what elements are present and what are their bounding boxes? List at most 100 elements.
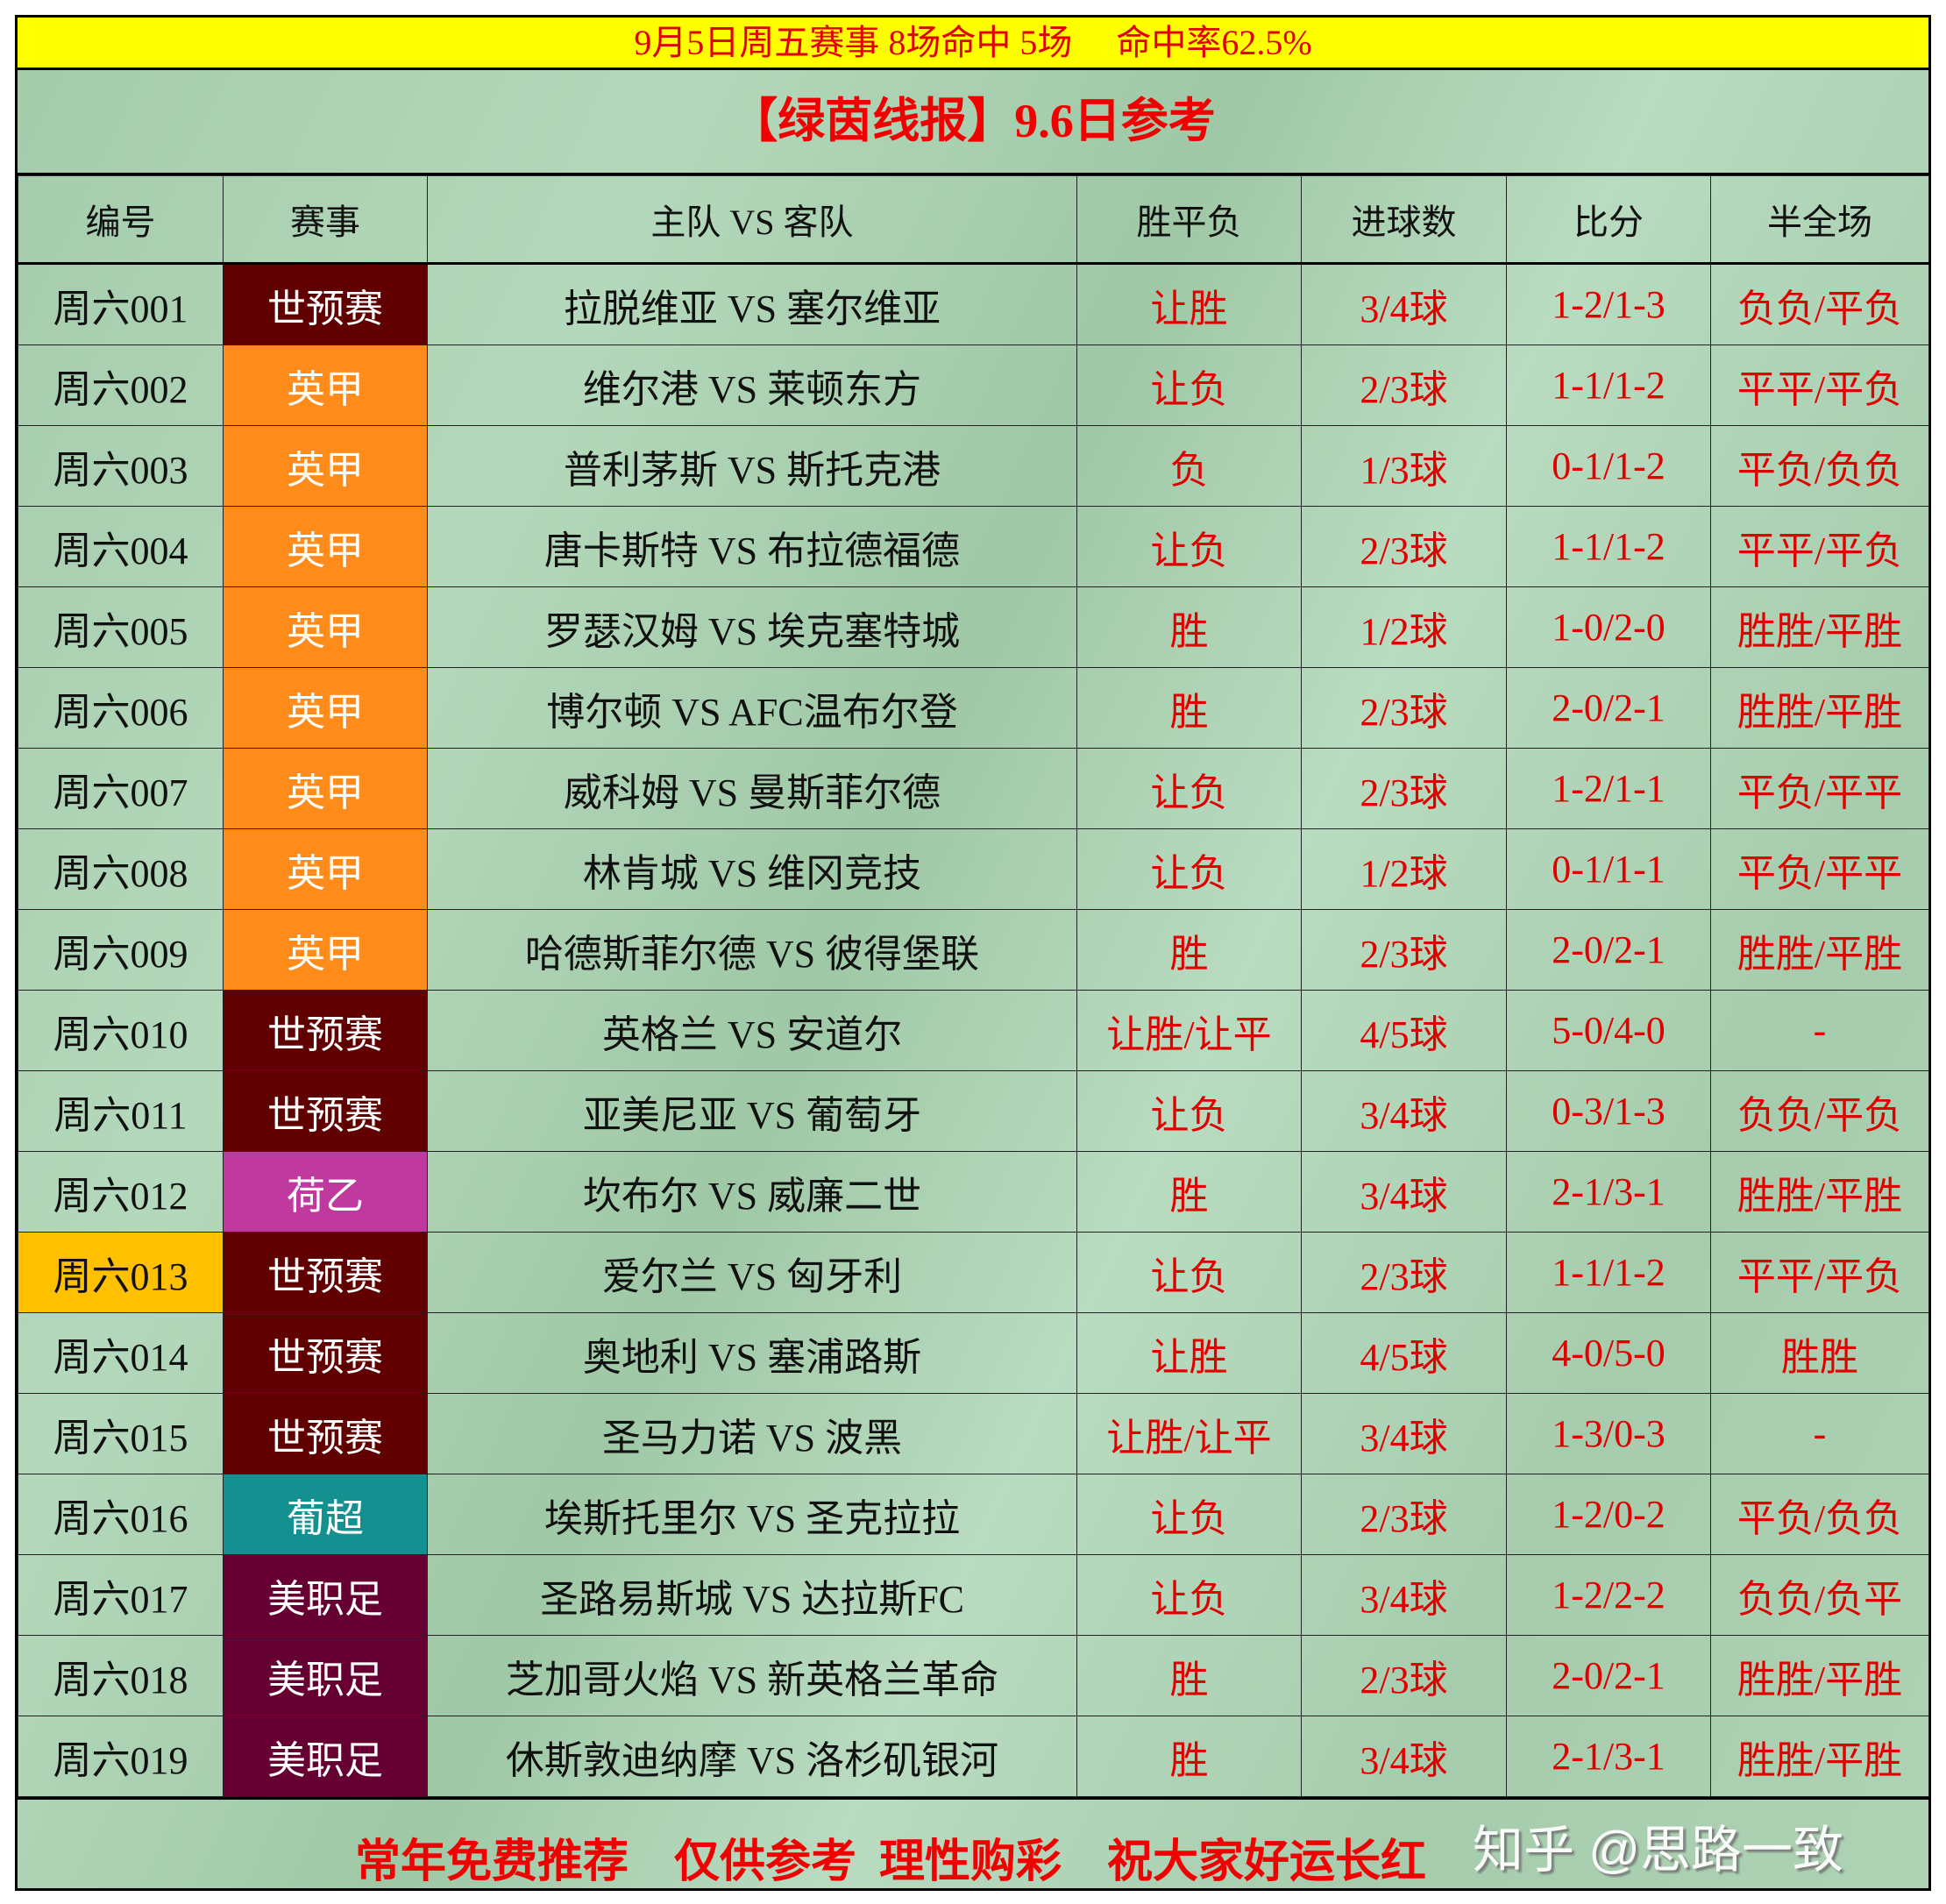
row-id: 周六012: [18, 1151, 224, 1233]
header-htft: 半全场: [1710, 175, 1929, 265]
header-row: 编号 赛事 主队 VS 客队 胜平负 进球数 比分 半全场: [18, 175, 1929, 265]
htft-cell: 胜胜: [1710, 1312, 1929, 1394]
table-row: 周六012 荷乙 坎布尔 VS 威廉二世胜 3/4球 2-1/3-1 胜胜/平胜: [18, 1151, 1929, 1233]
page-title: 【绿茵线报】9.6日参考: [18, 70, 1928, 175]
row-id: 周六014: [18, 1312, 224, 1394]
league-cell: 美职足: [223, 1635, 428, 1716]
htft-cell: 负负/负平: [1710, 1554, 1929, 1636]
row-id: 周六011: [18, 1070, 224, 1152]
score-cell: 1-3/0-3: [1506, 1393, 1711, 1474]
row-id: 周六008: [18, 828, 224, 910]
match-cell: 坎布尔 VS 威廉二世: [427, 1151, 1077, 1233]
score-cell: 1-2/0-2: [1506, 1474, 1711, 1555]
league-cell: 英甲: [223, 345, 428, 426]
goals-cell: 3/4球: [1301, 263, 1507, 345]
match-cell: 爱尔兰 VS 匈牙利: [427, 1232, 1077, 1313]
match-cell: 博尔顿 VS AFC温布尔登: [427, 667, 1077, 749]
htft-cell: -: [1710, 990, 1929, 1071]
league-cell: 英甲: [223, 828, 428, 910]
league-cell: 英甲: [223, 748, 428, 829]
htft-cell: 胜胜/平胜: [1710, 1716, 1929, 1797]
htft-cell: 胜胜/平胜: [1710, 667, 1929, 749]
score-cell: 1-2/1-3: [1506, 263, 1711, 345]
match-cell: 亚美尼亚 VS 葡萄牙: [427, 1070, 1077, 1152]
score-cell: 1-2/2-2: [1506, 1554, 1711, 1636]
table-row: 周六018 美职足 芝加哥火焰 VS 新英格兰革命胜 2/3球 2-0/2-1 胜胜/平胜: [18, 1635, 1929, 1716]
league-cell: 美职足: [223, 1554, 428, 1636]
league-cell: 世预赛: [223, 1312, 428, 1394]
goals-cell: 4/5球: [1301, 1312, 1507, 1394]
score-cell: 2-1/3-1: [1506, 1151, 1711, 1233]
result-cell: 胜: [1076, 1151, 1302, 1233]
score-cell: 1-0/2-0: [1506, 586, 1711, 668]
league-cell: 世预赛: [223, 990, 428, 1071]
result-cell: 让负: [1076, 1554, 1302, 1636]
table-row: 周六007 英甲 威科姆 VS 曼斯菲尔德 让负 2/3球 1-2/1-1 平负/平平: [18, 748, 1929, 829]
result-cell: 让胜/让平: [1076, 1393, 1302, 1474]
table-row: 周六013 世预赛 爱尔兰 VS 匈牙利 让负 2/3球 1-1/1-2 平平/平负: [18, 1232, 1929, 1313]
result-cell: 让负: [1076, 748, 1302, 829]
htft-cell: 平负/负负: [1710, 1474, 1929, 1555]
match-cell: 林肯城 VS 维冈竞技: [427, 828, 1077, 910]
match-table: 编号 赛事 主队 VS 客队 胜平负 进球数 比分 半全场 周六001 世预赛 拉脱…: [18, 175, 1929, 1797]
htft-cell: -: [1710, 1393, 1929, 1474]
match-cell: 英格兰 VS 安道尔: [427, 990, 1077, 1071]
row-id: 周六015: [18, 1393, 224, 1474]
table-row: 周六001 世预赛 拉脱维亚 VS 塞尔维亚 让胜 3/4球 1-2/1-3 负负/平负: [18, 263, 1929, 345]
result-cell: 让负: [1076, 1232, 1302, 1313]
table-row: 周六002 英甲 维尔港 VS 莱顿东方 让负 2/3球 1-1/1-2 平平/平负: [18, 345, 1929, 426]
htft-cell: 负负/平负: [1710, 263, 1929, 345]
row-id: 周六002: [18, 345, 224, 426]
league-cell: 英甲: [223, 425, 428, 507]
table-row: 周六009 英甲 哈德斯菲尔德 VS 彼得堡联胜 2/3球 2-0/2-1 胜胜/平胜: [18, 909, 1929, 991]
score-cell: 0-3/1-3: [1506, 1070, 1711, 1152]
goals-cell: 3/4球: [1301, 1554, 1507, 1636]
league-cell: 英甲: [223, 586, 428, 668]
match-cell: 圣路易斯城 VS 达拉斯FC: [427, 1554, 1077, 1636]
league-cell: 世预赛: [223, 1232, 428, 1313]
score-cell: 2-1/3-1: [1506, 1716, 1711, 1797]
row-id: 周六013: [18, 1232, 224, 1313]
htft-cell: 平负/负负: [1710, 425, 1929, 507]
league-cell: 英甲: [223, 506, 428, 587]
footer: 常年免费推荐 仅供参考 理性购彩 祝大家好运长红 知乎 @思路一致: [18, 1797, 1928, 1888]
table-row: 周六008 英甲 林肯城 VS 维冈竞技 让负 1/2球 0-1/1-1 平负/平平: [18, 828, 1929, 910]
score-cell: 4-0/5-0: [1506, 1312, 1711, 1394]
summary-banner: 9月5日周五赛事 8场命中 5场 命中率62.5%: [18, 18, 1928, 70]
match-cell: 维尔港 VS 莱顿东方: [427, 345, 1077, 426]
table-row: 周六019 美职足 休斯敦迪纳摩 VS 洛杉矶银河胜 3/4球 2-1/3-1 胜胜/平胜: [18, 1716, 1929, 1797]
htft-cell: 平平/平负: [1710, 506, 1929, 587]
score-cell: 5-0/4-0: [1506, 990, 1711, 1071]
league-cell: 英甲: [223, 909, 428, 991]
table-row: 周六004 英甲 唐卡斯特 VS 布拉德福德 让负 2/3球 1-1/1-2 平平/平负: [18, 506, 1929, 587]
goals-cell: 2/3球: [1301, 748, 1507, 829]
match-cell: 休斯敦迪纳摩 VS 洛杉矶银河: [427, 1716, 1077, 1797]
goals-cell: 3/4球: [1301, 1393, 1507, 1474]
header-result: 胜平负: [1076, 175, 1302, 265]
score-cell: 0-1/1-2: [1506, 425, 1711, 507]
league-cell: 美职足: [223, 1716, 428, 1797]
goals-cell: 2/3球: [1301, 1635, 1507, 1716]
league-cell: 荷乙: [223, 1151, 428, 1233]
table-row: 周六014 世预赛 奥地利 VS 塞浦路斯 让胜 4/5球 4-0/5-0 胜胜: [18, 1312, 1929, 1394]
table-row: 周六016 葡超 埃斯托里尔 VS 圣克拉拉 让负 2/3球 1-2/0-2 平负/负负: [18, 1474, 1929, 1555]
match-cell: 威科姆 VS 曼斯菲尔德: [427, 748, 1077, 829]
goals-cell: 4/5球: [1301, 990, 1507, 1071]
result-cell: 让负: [1076, 345, 1302, 426]
score-cell: 1-1/1-2: [1506, 506, 1711, 587]
table-row: 周六011 世预赛 亚美尼亚 VS 葡萄牙 让负 3/4球 0-3/1-3 负负/平负: [18, 1070, 1929, 1152]
table-row: 周六015 世预赛 圣马力诺 VS 波黑 让胜/让平 3/4球 1-3/0-3-: [18, 1393, 1929, 1474]
match-cell: 圣马力诺 VS 波黑: [427, 1393, 1077, 1474]
goals-cell: 2/3球: [1301, 909, 1507, 991]
goals-cell: 2/3球: [1301, 506, 1507, 587]
result-cell: 胜: [1076, 1716, 1302, 1797]
league-cell: 世预赛: [223, 263, 428, 345]
watermark: 知乎 @思路一致: [1473, 1822, 1843, 1879]
result-cell: 胜: [1076, 1635, 1302, 1716]
goals-cell: 2/3球: [1301, 1232, 1507, 1313]
table-row: 周六005 英甲 罗瑟汉姆 VS 埃克塞特城胜 1/2球 1-0/2-0 胜胜/平胜: [18, 586, 1929, 668]
tips-sheet: 9月5日周五赛事 8场命中 5场 命中率62.5% 【绿茵线报】9.6日参考 编…: [15, 15, 1931, 1891]
footer-slogan: 常年免费推荐 仅供参考 理性购彩 祝大家好运长红: [355, 1837, 1427, 1887]
score-cell: 2-0/2-1: [1506, 1635, 1711, 1716]
header-match: 主队 VS 客队: [427, 175, 1077, 265]
